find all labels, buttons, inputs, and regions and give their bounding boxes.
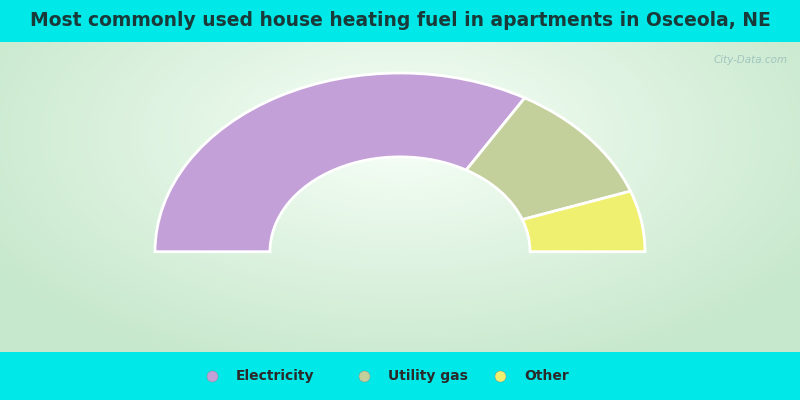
Text: Most commonly used house heating fuel in apartments in Osceola, NE: Most commonly used house heating fuel in… <box>30 12 770 30</box>
Text: Utility gas: Utility gas <box>388 369 468 383</box>
Text: Other: Other <box>524 369 569 383</box>
Wedge shape <box>466 98 630 220</box>
Wedge shape <box>155 73 525 252</box>
Text: Electricity: Electricity <box>236 369 314 383</box>
Text: City-Data.com: City-Data.com <box>714 55 787 65</box>
Wedge shape <box>522 191 645 252</box>
